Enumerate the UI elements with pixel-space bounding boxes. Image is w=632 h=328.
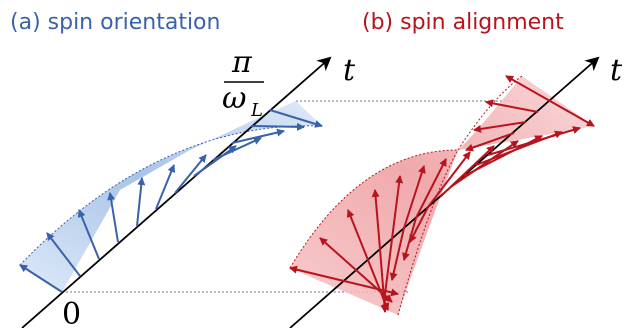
time-axis-b-label: t: [610, 53, 623, 88]
alignment-arrow: [505, 75, 551, 102]
orientation-arrow: [107, 192, 119, 243]
orientation-ribbon-fill: [20, 101, 322, 292]
alignment-arrow: [485, 99, 539, 113]
alignment-arrow: [403, 165, 426, 229]
orientation-arrows: [19, 109, 323, 293]
alignment-arrow: [343, 280, 399, 297]
alignment-arrow: [380, 238, 393, 303]
orientation-arrow: [250, 122, 305, 131]
panel-a-title: (a) spin orientation: [10, 10, 220, 35]
alignment-arrow: [319, 237, 357, 271]
alignment-arrow: [465, 132, 515, 152]
orientation-arrow: [212, 137, 262, 161]
alignment-arrow: [409, 206, 429, 243]
orientation-arrow: [269, 109, 323, 128]
half-period-subscript: L: [250, 100, 263, 121]
orientation-arrow: [231, 128, 285, 144]
panel-b-title: (b) spin alignment: [362, 10, 564, 35]
orientation-arrow: [155, 164, 176, 210]
alignment-arrow: [549, 100, 595, 127]
alignment-arrow: [289, 265, 345, 282]
half-period-denominator: ω: [222, 81, 246, 116]
alignment-arrow: [371, 189, 381, 250]
alignment-arrow: [389, 227, 405, 281]
orientation-arrow: [174, 154, 207, 194]
alignment-arrow: [473, 121, 527, 133]
orientation-arrow: [77, 209, 100, 260]
alignment-arrow: [439, 145, 495, 198]
alignment-arrow: [487, 126, 581, 156]
half-period-label: π ω L: [222, 45, 264, 121]
orientation-arrow: [193, 145, 237, 177]
orientation-arrow: [19, 264, 63, 293]
alignment-ribbon-edge-left: [289, 149, 459, 269]
alignment-arrow: [391, 175, 404, 240]
alignment-arrow: [346, 209, 369, 261]
alignment-arrows: [289, 75, 595, 313]
half-period-numerator: π: [231, 45, 253, 80]
orientation-arrow: [136, 177, 146, 227]
alignment-arrow: [415, 158, 447, 219]
origin-label: 0: [62, 297, 81, 328]
orientation-arrow: [46, 232, 81, 277]
time-axis-a-label: t: [343, 53, 356, 88]
alignment-arrow: [427, 151, 471, 208]
